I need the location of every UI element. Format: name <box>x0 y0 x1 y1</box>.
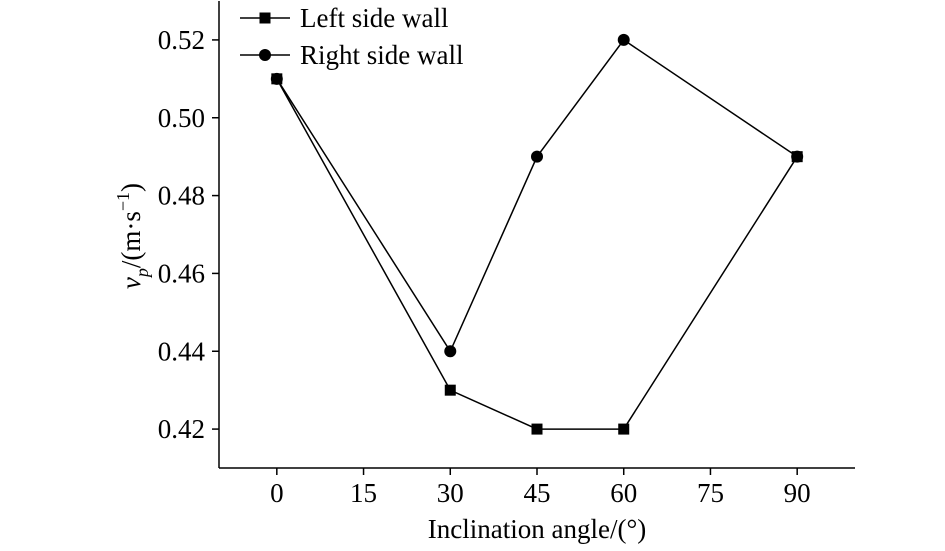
y-label-part: −1 <box>113 192 133 211</box>
legend-label: Left side wall <box>300 3 448 33</box>
series-line <box>276 38 798 353</box>
y-tick-label: 0.46 <box>158 258 205 288</box>
x-tick-label: 90 <box>784 478 811 508</box>
y-label-part: ) <box>116 183 146 192</box>
marker <box>617 33 630 46</box>
x-tick-label: 45 <box>524 478 551 508</box>
marker <box>444 345 457 358</box>
x-axis-label: Inclination angle/(°) <box>428 514 646 544</box>
marker <box>791 150 804 163</box>
marker <box>444 384 456 396</box>
marker <box>270 72 283 85</box>
y-axis-label: vp/(m·s−1) <box>113 183 152 289</box>
x-tick-label: 0 <box>270 478 284 508</box>
legend-label: Right side wall <box>300 40 464 70</box>
y-tick-label: 0.44 <box>158 336 206 366</box>
y-tick-label: 0.52 <box>158 25 205 55</box>
y-tick-label: 0.48 <box>158 181 205 211</box>
marker <box>618 423 630 435</box>
y-label-part: p <box>132 268 152 279</box>
y-tick-label: 0.42 <box>158 414 205 444</box>
marker <box>531 423 543 435</box>
x-tick-label: 60 <box>610 478 637 508</box>
y-tick-label: 0.50 <box>158 103 205 133</box>
y-label-part: /(m·s <box>116 211 146 268</box>
series-line <box>276 78 798 430</box>
x-tick-label: 75 <box>697 478 724 508</box>
legend-marker <box>259 12 271 24</box>
x-tick-label: 30 <box>437 478 464 508</box>
marker <box>531 150 543 163</box>
x-tick-label: 15 <box>350 478 377 508</box>
legend-marker <box>259 49 271 61</box>
y-label-part: v <box>116 277 146 289</box>
